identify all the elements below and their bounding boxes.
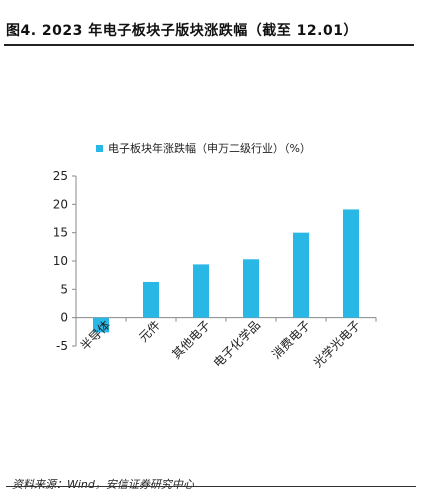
- x-tick-label: 电子化学品: [210, 317, 263, 370]
- figure-title: 图4. 2023 年电子板块子版块涨跌幅（截至 12.01）: [6, 23, 358, 39]
- bar: [93, 317, 109, 333]
- y-tick-label: 0: [60, 311, 68, 325]
- x-tick-label: 元件: [136, 318, 163, 345]
- source-note: 资料来源：Wind，安信证券研究中心: [12, 478, 194, 491]
- x-tick-label: 其他电子: [169, 318, 213, 362]
- legend-label: 电子板块年涨跌幅（申万二级行业）（%）: [108, 142, 311, 155]
- y-tick-label: 20: [53, 197, 68, 211]
- bar: [343, 209, 359, 318]
- bar: [143, 281, 159, 318]
- bar: [293, 232, 309, 318]
- y-tick-label: 10: [53, 254, 68, 268]
- bar: [193, 264, 209, 318]
- bottom-divider: [6, 486, 416, 487]
- y-tick-label: -5: [56, 339, 68, 353]
- bar: [243, 259, 259, 318]
- x-tick-label: 消费电子: [269, 318, 313, 362]
- chart-legend: 电子板块年涨跌幅（申万二级行业）（%）: [96, 141, 311, 155]
- y-tick-label: 15: [53, 226, 68, 240]
- legend-swatch: [96, 144, 103, 152]
- title-divider: [4, 44, 414, 46]
- x-tick-label: 光学光电子: [310, 317, 363, 370]
- y-tick-label: 5: [60, 282, 68, 296]
- y-tick-label: 25: [53, 169, 68, 183]
